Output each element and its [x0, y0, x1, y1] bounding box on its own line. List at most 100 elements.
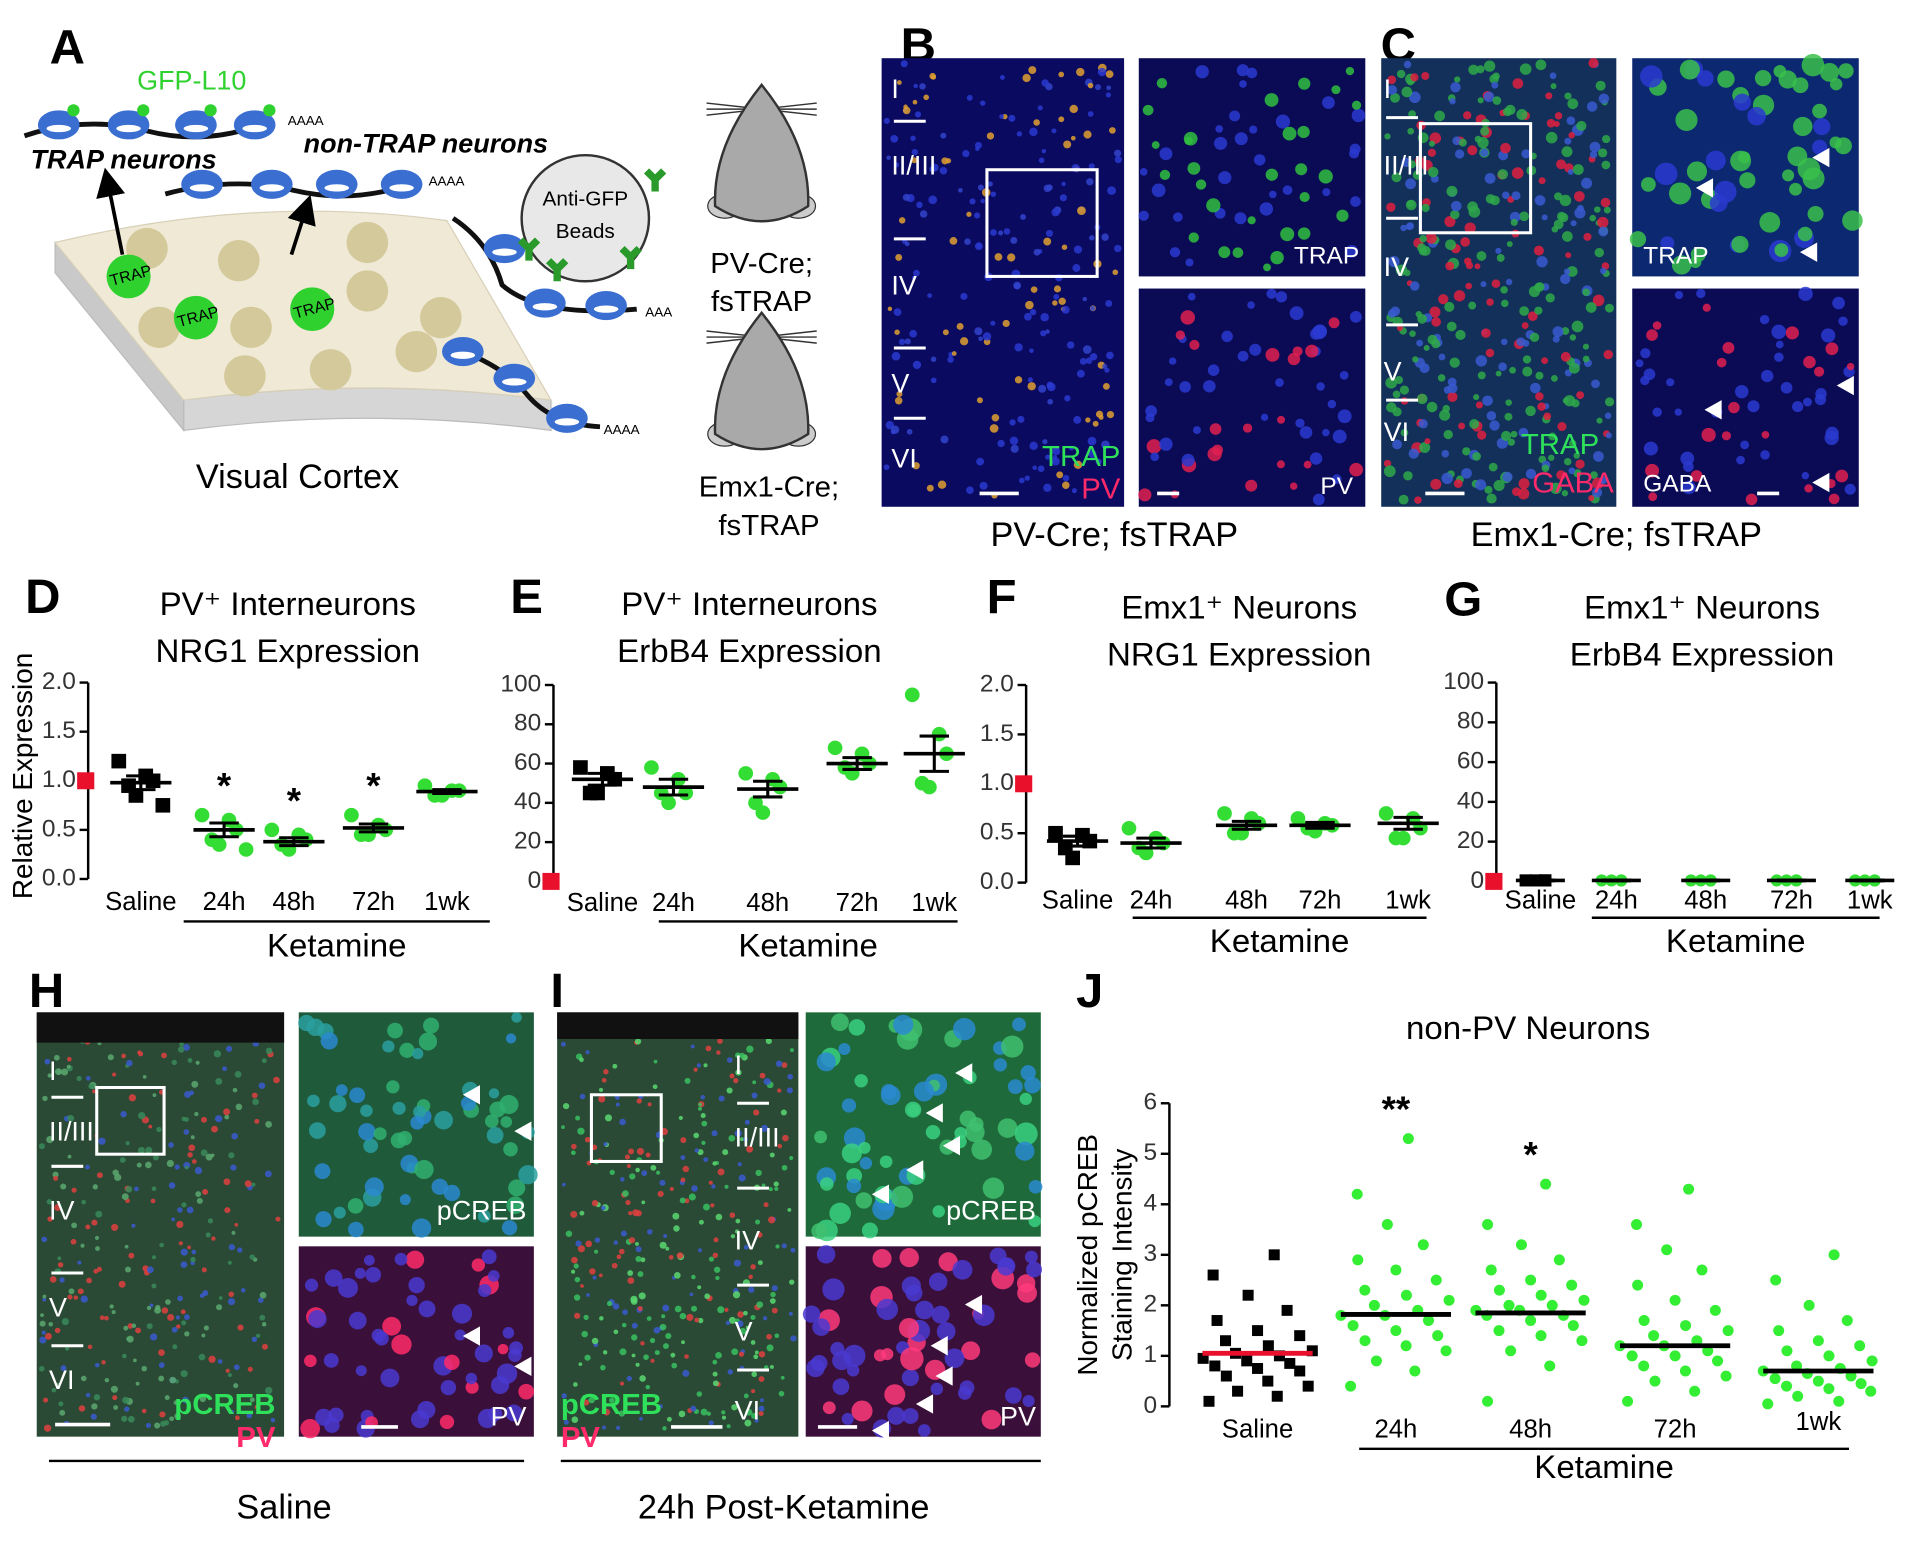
cell: [42, 1297, 47, 1302]
x-tick-label: Saline: [1222, 1415, 1293, 1443]
cell: [1345, 244, 1359, 258]
cell: [1500, 430, 1512, 441]
cell: [902, 193, 910, 201]
cell: [418, 1032, 438, 1051]
cell: [887, 1406, 906, 1425]
cell: [1416, 339, 1424, 347]
cell: [254, 1118, 260, 1124]
cell: [1350, 196, 1361, 207]
ribosome-stripe: [593, 305, 619, 313]
cell: [306, 1018, 325, 1037]
cell: [611, 1262, 618, 1269]
cell: [1538, 177, 1546, 185]
cell: [1083, 130, 1092, 139]
cell: [1112, 269, 1119, 276]
cell: [1289, 306, 1304, 320]
cell: [1829, 136, 1842, 149]
cell: [1045, 229, 1054, 237]
cell: [1686, 161, 1708, 182]
cell: [738, 1174, 746, 1182]
cell: [1518, 478, 1530, 490]
cell: [649, 1337, 656, 1344]
cell: [348, 1311, 367, 1330]
data-point: [1347, 1320, 1359, 1331]
data-point: [1217, 806, 1232, 821]
cell: [705, 1045, 712, 1052]
cell: [743, 1136, 748, 1142]
cell: [998, 230, 1004, 236]
cell: [968, 1117, 984, 1132]
data-point: [1812, 1335, 1824, 1347]
cell: [1159, 437, 1173, 451]
panel-label: A: [50, 21, 85, 75]
cell: [1047, 398, 1054, 405]
inset-label: PV: [491, 1402, 527, 1432]
group-label: Ketamine: [1666, 922, 1806, 959]
cell: [1253, 154, 1266, 166]
cell: [1603, 349, 1613, 360]
data-point: [417, 778, 433, 793]
cell: [727, 1369, 733, 1375]
cell: [1014, 1122, 1038, 1146]
data-point: [1402, 1133, 1414, 1145]
cell: [1701, 427, 1716, 442]
cell: [621, 1322, 627, 1328]
cell: [890, 135, 899, 143]
cell: [725, 1320, 731, 1326]
data-point: [1409, 1365, 1421, 1377]
cell: [41, 1330, 46, 1335]
cell: [942, 329, 949, 336]
cell: [1721, 431, 1732, 441]
data-point: [1720, 1370, 1732, 1382]
cell: [1053, 285, 1062, 293]
cell: [636, 1147, 645, 1155]
cell: [1094, 84, 1102, 91]
cell: [584, 1136, 591, 1143]
cell: [843, 1127, 866, 1149]
cell: [591, 1199, 599, 1207]
cell: [109, 1304, 114, 1309]
data-point: [827, 740, 843, 756]
cell: [258, 1082, 266, 1089]
cell: [1017, 415, 1025, 423]
cell: [213, 1050, 222, 1058]
cell: [39, 1336, 47, 1344]
cell: [673, 1225, 680, 1232]
cell: [1535, 392, 1544, 401]
cell: [1275, 291, 1288, 303]
cell: [1760, 450, 1770, 460]
cell: [92, 1184, 99, 1190]
cell: [118, 1280, 126, 1288]
cell: [1425, 232, 1437, 244]
cell: [78, 1405, 86, 1412]
data-point: [1689, 1385, 1701, 1397]
cell: [734, 1229, 740, 1234]
cell: [600, 1205, 606, 1211]
cell: [1101, 233, 1109, 241]
cell: [1697, 70, 1714, 87]
layer-label: II/III: [735, 1123, 780, 1153]
cell: [846, 1364, 860, 1377]
cell: [1215, 125, 1223, 133]
cell: [175, 1315, 180, 1320]
x-tick-label: 72h: [1770, 887, 1813, 915]
cell: [111, 1223, 119, 1231]
cell: [717, 1168, 725, 1176]
cell: [1545, 293, 1555, 303]
cell: [626, 1375, 632, 1382]
data-point: [678, 785, 694, 801]
cell: [1003, 228, 1011, 235]
cell: [1568, 439, 1577, 448]
cell: [439, 1414, 455, 1430]
cell: [131, 1323, 137, 1328]
cell: [1412, 356, 1419, 363]
cell: [1601, 160, 1611, 170]
cell: [708, 1180, 713, 1185]
cell: [1561, 490, 1569, 497]
inset-label: PV: [1320, 473, 1353, 500]
cell: [854, 1074, 868, 1088]
cell: [152, 1154, 159, 1161]
y-tick-label: 1.0: [980, 769, 1014, 796]
cell: [598, 1087, 604, 1092]
cell: [1441, 472, 1453, 485]
